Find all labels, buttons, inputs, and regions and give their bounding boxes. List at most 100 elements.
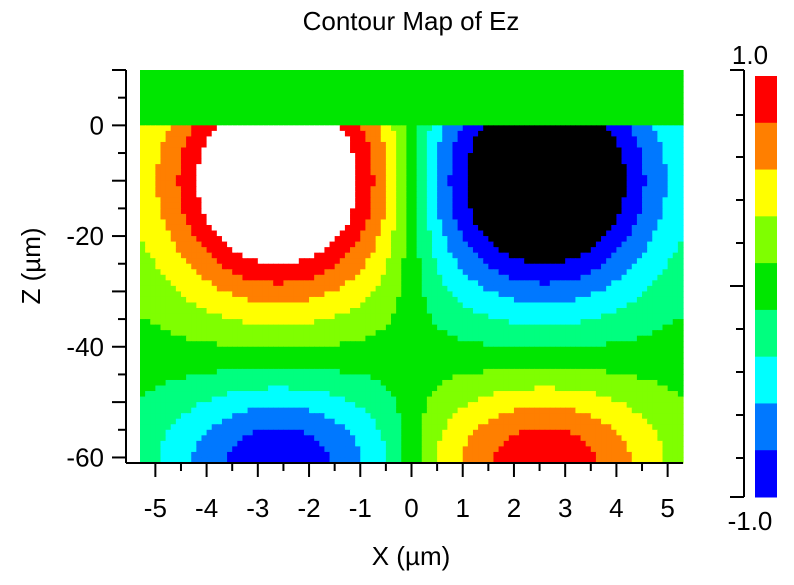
contour-cell xyxy=(539,130,546,138)
contour-cell xyxy=(237,202,244,209)
contour-cell xyxy=(278,153,285,160)
contour-cell xyxy=(370,70,377,77)
contour-cell xyxy=(221,197,228,204)
contour-cell xyxy=(503,186,510,193)
contour-cell xyxy=(437,147,443,154)
contour-cell xyxy=(360,175,366,182)
contour-cell xyxy=(488,130,495,138)
contour-cell xyxy=(288,97,295,104)
contour-cell xyxy=(411,213,418,221)
contour-cell xyxy=(565,164,571,171)
contour-cell xyxy=(488,125,495,132)
contour-cell xyxy=(375,302,382,309)
contour-cell xyxy=(401,175,407,182)
contour-cell xyxy=(334,136,341,143)
contour-cell xyxy=(319,86,326,93)
contour-cell xyxy=(180,241,187,248)
contour-cell xyxy=(677,108,684,115)
contour-cell xyxy=(329,92,336,99)
contour-cell xyxy=(437,175,443,182)
contour-cell xyxy=(165,119,172,126)
contour-cell xyxy=(647,230,653,237)
contour-cell xyxy=(140,319,146,326)
contour-cell xyxy=(227,147,233,154)
contour-cell xyxy=(478,70,484,77)
contour-cell xyxy=(324,103,331,110)
contour-cell xyxy=(498,119,505,126)
contour-cell xyxy=(216,274,223,281)
contour-cell xyxy=(227,197,233,204)
contour-cell xyxy=(160,230,167,237)
contour-cell xyxy=(252,114,259,121)
contour-cell xyxy=(606,70,612,77)
contour-cell xyxy=(590,247,597,254)
contour-cell xyxy=(667,158,674,165)
contour-cell xyxy=(221,169,228,176)
contour-cell xyxy=(221,258,228,265)
contour-cell xyxy=(421,119,428,126)
contour-cell xyxy=(360,125,366,132)
contour-cell xyxy=(196,186,203,193)
contour-cell xyxy=(431,308,438,315)
contour-cell xyxy=(626,230,633,237)
contour-cell xyxy=(206,236,213,243)
contour-cell xyxy=(580,191,587,198)
contour-cell xyxy=(621,236,628,243)
contour-cell xyxy=(201,247,208,254)
contour-cell xyxy=(283,313,290,320)
contour-cell xyxy=(180,296,187,304)
contour-cell xyxy=(324,236,331,243)
contour-cell xyxy=(662,175,669,182)
contour-cell xyxy=(580,180,587,187)
contour-cell xyxy=(227,269,233,276)
contour-cell xyxy=(406,208,413,215)
contour-cell xyxy=(652,208,658,215)
contour-cell xyxy=(447,197,454,204)
contour-cell xyxy=(519,230,525,237)
contour-cell xyxy=(452,125,459,132)
contour-cell xyxy=(211,130,218,138)
contour-cell xyxy=(314,153,320,160)
contour-cell xyxy=(529,141,536,149)
contour-cell xyxy=(160,119,167,126)
contour-cell xyxy=(201,280,208,287)
contour-cell xyxy=(334,230,341,237)
contour-cell xyxy=(283,97,290,104)
contour-cell xyxy=(513,164,520,171)
contour-cell xyxy=(247,241,254,248)
contour-cell xyxy=(344,191,351,198)
contour-cell xyxy=(503,153,510,160)
contour-cell xyxy=(211,280,218,287)
contour-cell xyxy=(677,263,684,270)
contour-cell xyxy=(647,285,653,293)
contour-cell xyxy=(590,258,597,265)
contour-cell xyxy=(165,164,172,171)
contour-cell xyxy=(170,302,177,309)
contour-cell xyxy=(426,219,433,226)
contour-cell xyxy=(662,158,669,165)
contour-cell xyxy=(431,313,438,320)
contour-cell xyxy=(539,70,546,77)
contour-cell xyxy=(268,258,274,265)
contour-cell xyxy=(350,141,356,149)
contour-cell xyxy=(677,319,684,326)
contour-cell xyxy=(549,70,556,77)
contour-cell xyxy=(442,302,448,309)
contour-cell xyxy=(426,164,433,171)
contour-cell xyxy=(611,186,617,193)
contour-cell xyxy=(677,180,684,187)
contour-cell xyxy=(585,213,592,221)
contour-cell xyxy=(401,141,407,149)
contour-cell xyxy=(580,186,587,193)
contour-cell xyxy=(165,213,172,221)
contour-cell xyxy=(247,280,254,287)
contour-cell xyxy=(457,213,464,221)
contour-cell xyxy=(370,114,377,121)
contour-cell xyxy=(431,230,438,237)
contour-cell xyxy=(314,97,320,104)
contour-cell xyxy=(493,258,500,265)
contour-cell xyxy=(329,213,336,221)
contour-cell xyxy=(293,108,300,115)
contour-cell xyxy=(437,324,443,331)
contour-cell xyxy=(175,313,182,320)
